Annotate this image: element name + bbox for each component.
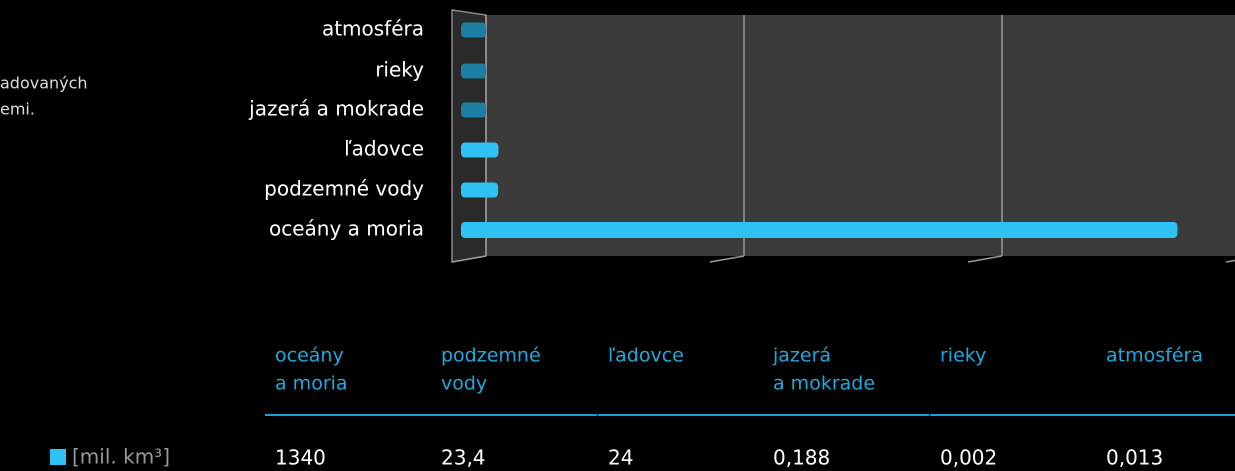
intro-text: emi. [0,100,35,119]
intro-text: adovaných [0,74,88,93]
grid-foot [1225,259,1235,263]
column-header: ľadovce [608,345,684,367]
bar [461,22,487,38]
cell: 0,188 [773,446,830,470]
cell: 0,013 [1106,446,1163,470]
grid-foot [451,255,487,263]
grid-foot [967,255,1003,263]
category-label: atmosféra [322,17,424,41]
category-label: jazerá a mokrade [248,97,424,121]
bar [461,222,1178,238]
column-header: atmosféra [1106,345,1203,367]
cell: 0,002 [940,446,997,470]
column-header: a mokrade [773,373,875,395]
legend-icon [50,449,66,465]
category-label: podzemné vody [264,177,424,201]
cell: 23,4 [441,446,486,470]
bar [461,182,499,198]
bar [461,142,499,158]
cell: 24 [608,446,633,470]
column-header: rieky [940,345,986,367]
cell: 1340 [275,446,326,470]
column-header: a moria [275,373,348,395]
category-label: rieky [375,58,424,82]
category-label: ľadovce [344,137,424,161]
column-header: jazerá [772,345,831,367]
bar [461,102,487,118]
grid-foot [709,255,745,263]
column-header: podzemné [441,345,541,367]
column-header: oceány [275,345,344,367]
column-header: vody [441,373,487,395]
bar [461,63,487,79]
plot-panel [486,15,1235,256]
category-label: oceány a moria [269,217,424,241]
row-label: [mil. km³] [72,445,170,469]
